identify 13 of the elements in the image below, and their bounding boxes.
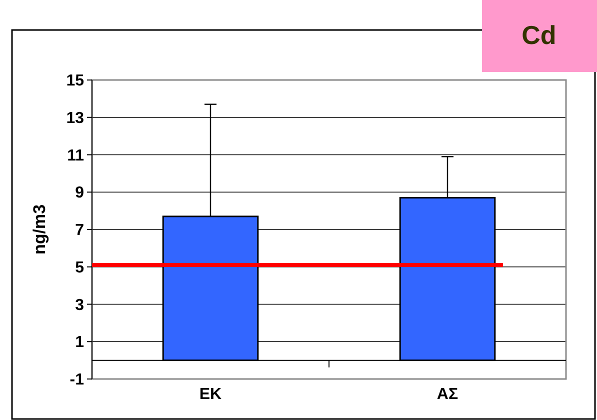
y-tick-label: 15 <box>66 72 84 90</box>
y-tick-label: 7 <box>75 222 84 240</box>
y-tick-label: 1 <box>75 334 84 352</box>
y-tick-label: 3 <box>75 296 84 314</box>
x-tick-label: ΑΣ <box>436 386 458 403</box>
chart-title: Cd <box>522 20 556 50</box>
y-tick-label: 11 <box>67 147 84 164</box>
y-tick-label: -1 <box>70 372 84 389</box>
y-tick-label: 9 <box>75 184 84 202</box>
x-tick-label: ΕΚ <box>199 386 222 403</box>
y-axis-title: ng/m3 <box>30 204 49 255</box>
y-tick-label: 5 <box>75 259 84 276</box>
y-tick-label: 13 <box>66 110 84 127</box>
